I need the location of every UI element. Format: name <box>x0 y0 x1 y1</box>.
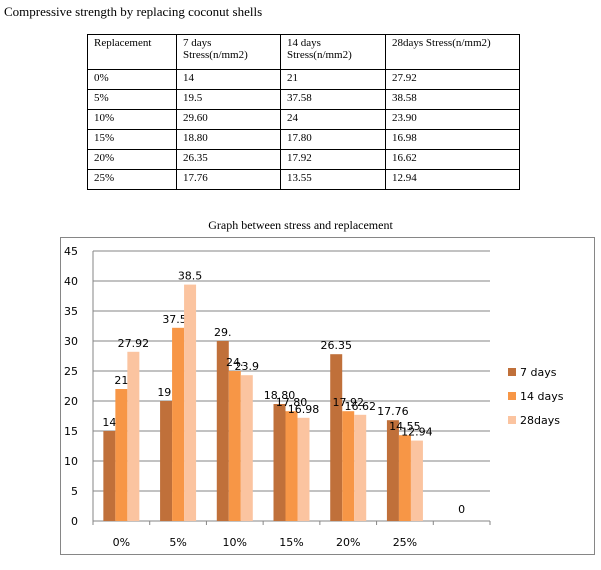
data-label: 17.80 <box>276 396 308 409</box>
bar-28days <box>127 351 140 521</box>
bar-7-days <box>386 420 399 521</box>
bar-7-days <box>273 404 286 521</box>
data-label: 14.55 <box>389 420 421 433</box>
bar-28days <box>410 440 423 521</box>
data-label: 27.92 <box>118 337 150 350</box>
bar-14-days <box>285 411 298 521</box>
bar-14-days <box>115 389 128 521</box>
y-tick-label: 40 <box>64 275 78 288</box>
header-cell: Replacement <box>87 34 177 70</box>
data-label: 16.98 <box>288 403 320 416</box>
header-cell: 28days Stress(n/mm2) <box>385 34 520 70</box>
data-label: 16.62 <box>344 400 376 413</box>
bar-28days <box>184 284 197 521</box>
data-label: 29. <box>214 326 232 339</box>
legend-label: 14 days <box>520 390 564 403</box>
bar-14-days <box>172 327 185 521</box>
table-row: 15% 18.80 17.80 16.98 <box>87 129 520 150</box>
bar-7-days <box>330 354 343 521</box>
bar-7-days <box>103 431 116 521</box>
bar-28days <box>240 375 253 521</box>
data-label: 17.76 <box>377 405 409 418</box>
y-tick-label: 0 <box>71 515 78 528</box>
legend-swatch <box>508 368 516 376</box>
x-tick-label: 20% <box>336 536 360 549</box>
bar-7-days <box>216 341 229 521</box>
table-header-row: Replacement 7 days Stress(n/mm2) 14 days… <box>87 34 520 70</box>
y-tick-label: 10 <box>64 455 78 468</box>
header-cell: 14 days Stress(n/mm2) <box>280 34 386 70</box>
data-label: 21 <box>114 374 128 387</box>
data-label: 17.92 <box>332 396 364 409</box>
y-tick-label: 45 <box>64 245 78 258</box>
bar-28days <box>354 414 367 521</box>
x-tick-label: 5% <box>169 536 186 549</box>
table-cell: 25% <box>87 169 177 190</box>
data-label: 14 <box>102 416 116 429</box>
y-tick-label: 30 <box>64 335 78 348</box>
header-cell: 7 days Stress(n/mm2) <box>176 34 281 70</box>
table-cell: 12.94 <box>385 169 520 190</box>
bar-14-days <box>398 435 411 521</box>
legend-label: 28days <box>520 414 560 427</box>
legend-swatch <box>508 392 516 400</box>
page-heading: Compressive strength by replacing coconu… <box>4 4 263 19</box>
table-cell: 17.80 <box>280 129 386 150</box>
x-tick-label: 10% <box>223 536 247 549</box>
data-label: 38.5 <box>178 270 203 283</box>
bar-7-days <box>160 401 173 521</box>
bar-28days <box>297 417 310 521</box>
table-row: 25% 17.76 13.55 12.94 <box>87 169 520 190</box>
data-label: 0 <box>458 503 465 516</box>
bar-14-days <box>342 411 355 521</box>
y-tick-label: 25 <box>64 365 78 378</box>
table-cell: 37.58 <box>280 89 386 110</box>
table-cell: 26.35 <box>176 149 281 170</box>
bar-14-days <box>228 371 241 521</box>
chart-title: Graph between stress and replacement <box>208 218 393 232</box>
table-row: 20% 26.35 17.92 16.62 <box>87 149 520 170</box>
y-tick-label: 35 <box>64 305 78 318</box>
data-label: 26.35 <box>320 339 352 352</box>
x-tick-label: 25% <box>393 536 417 549</box>
table-row: 10% 29.60 24 23.90 <box>87 109 520 130</box>
y-tick-label: 15 <box>64 425 78 438</box>
data-label: 18.80 <box>264 389 296 402</box>
y-tick-label: 5 <box>71 485 78 498</box>
data-label: 12.94 <box>401 426 433 439</box>
data-label: 19. <box>157 386 175 399</box>
table-cell: 0% <box>87 69 177 90</box>
legend-label: 7 days <box>520 366 557 379</box>
chart-frame <box>60 237 595 555</box>
table-cell: 13.55 <box>280 169 386 190</box>
x-tick-label: 0% <box>113 536 130 549</box>
data-label: 24. <box>226 356 244 369</box>
data-label: 23.9 <box>235 360 260 373</box>
y-tick-label: 20 <box>64 395 78 408</box>
legend-swatch <box>508 416 516 424</box>
stress-table: Replacement 7 days Stress(n/mm2) 14 days… <box>87 34 520 190</box>
x-tick-label: 15% <box>279 536 303 549</box>
